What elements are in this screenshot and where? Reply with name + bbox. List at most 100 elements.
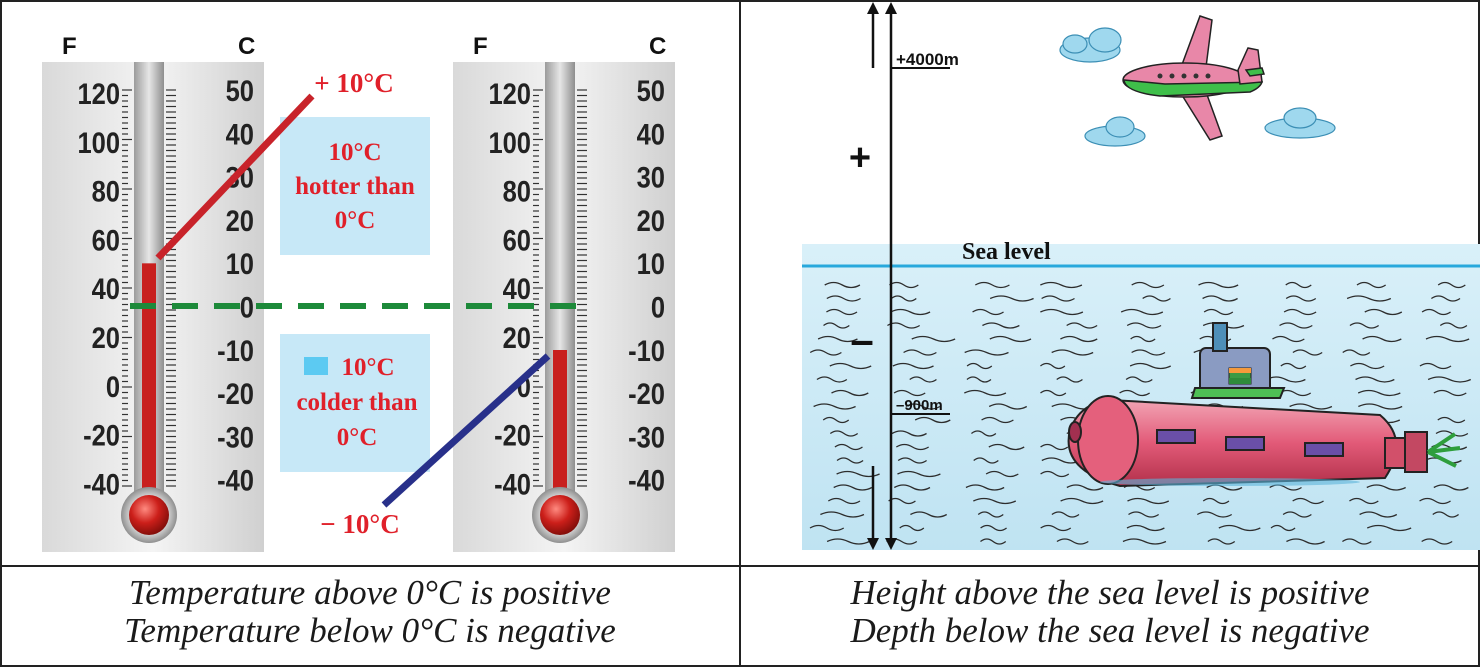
wave-mark [831,389,869,397]
wave-mark [1366,524,1412,532]
wave-mark [809,349,842,356]
wave-mark [1119,389,1151,397]
celsius-tick-label: 50 [637,74,665,107]
fahrenheit-tick-label: -40 [83,467,120,500]
fahrenheit-tick-label: 20 [92,321,120,354]
celsius-tick-label: -30 [217,420,254,453]
wave-mark [897,470,941,478]
wave-mark [1202,497,1230,505]
fahrenheit-tick-label: 60 [92,223,120,256]
height-arrow [867,2,950,550]
fahrenheit-tick-label: 100 [488,126,531,159]
celsius-tick-label: -40 [217,464,254,497]
celsius-tick-label: -10 [628,334,665,367]
wave-mark [1218,524,1261,532]
height-caption-line-2: Depth below the sea level is negative [850,611,1370,650]
wave-mark [1342,349,1371,356]
cloud-icon [1084,116,1146,147]
wave-mark [891,430,927,437]
wave-mark [1435,430,1469,437]
fahrenheit-tick-label: -40 [494,467,531,500]
mercury-column [142,263,156,500]
wave-mark [977,511,1004,518]
wave-mark [1040,524,1072,532]
wave-mark [824,281,861,289]
fahrenheit-tick-label: -20 [494,419,531,452]
wave-mark [964,389,1007,397]
wave-mark [1270,524,1296,532]
wave-mark [1041,295,1075,302]
fahrenheit-tick-label: 0 [106,370,120,403]
wave-mark [1419,362,1452,370]
wave-mark [1131,281,1165,289]
wave-mark [1285,295,1317,302]
height-value-label: +4000m [896,50,959,69]
wave-mark [1292,497,1324,505]
wave-mark [914,416,951,424]
wave-mark [1126,322,1162,329]
wave-mark [1419,497,1451,505]
wave-mark [1272,335,1305,343]
temperature-caption-line-1: Temperature above 0°C is positive [129,573,611,612]
wave-mark [1355,376,1395,383]
celsius-tick-label: -40 [628,464,665,497]
wave-mark [1362,335,1402,343]
fahrenheit-tick-label: 60 [503,223,531,256]
colder-line-3: 0°C [337,424,378,451]
celsius-tick-label: 40 [226,117,254,150]
plus-ten-label: + 10°C [314,68,393,98]
fahrenheit-tick-label: 20 [503,321,531,354]
cloud-icon [1264,107,1336,139]
hotter-line-1: 10°C [328,139,381,166]
wave-mark [1040,362,1066,370]
wave-mark [1350,362,1385,370]
celsius-tick-label: 30 [637,161,665,194]
wave-mark [1282,511,1312,518]
wave-mark [829,430,859,437]
hotter-box [280,117,430,255]
celsius-header: C [649,33,666,60]
wave-mark [1279,322,1313,329]
cloud-icon [1059,27,1122,63]
wave-mark [1040,281,1083,289]
wave-mark [893,484,931,491]
wave-mark [1131,349,1166,356]
wave-mark [897,457,927,464]
depth-value-label: –900m [896,397,943,414]
celsius-tick-label: 40 [637,117,665,150]
wave-mark [827,497,861,505]
wave-mark [1349,497,1379,505]
wave-mark [973,497,1017,505]
wave-mark [895,443,930,451]
wave-mark [965,484,1005,491]
wave-mark [1433,484,1469,491]
wave-mark [826,538,870,545]
wave-mark [980,538,1007,545]
wave-mark [1040,443,1069,451]
wave-mark [1041,457,1081,464]
thermometer-positive: F C120100806040200-20-4050403020100-10-20… [42,33,264,552]
wave-mark [836,457,864,464]
negative-pointer-line [381,353,551,508]
wave-mark [899,524,925,532]
fahrenheit-tick-label: 120 [77,77,120,110]
wave-mark [809,524,845,532]
wave-mark [1066,322,1098,329]
fahrenheit-tick-label: 100 [77,126,120,159]
wave-mark [1427,376,1472,383]
wave-mark [1120,308,1164,316]
fahrenheit-tick-label: 40 [503,272,531,305]
airplane-icon [1122,15,1265,141]
wave-mark [972,308,1004,316]
blue-marker-icon [304,357,328,375]
wave-mark [829,362,872,370]
celsius-tick-label: 10 [637,247,665,280]
wave-mark [822,416,850,424]
wave-mark [1280,362,1307,370]
wave-mark [826,308,858,316]
sea-level-label: Sea level [962,239,1051,265]
minus-ten-label: − 10°C [320,509,399,539]
height-caption-line-1: Height above the sea level is positive [850,573,1370,612]
wave-mark [1286,538,1325,545]
